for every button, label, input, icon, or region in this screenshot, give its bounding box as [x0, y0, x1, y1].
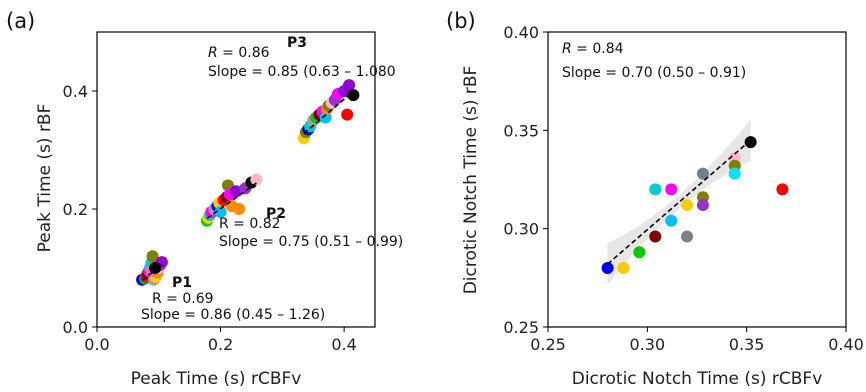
panel-b-frame: [547, 31, 847, 328]
panel-b-point: [633, 246, 646, 259]
panel-a-point: [319, 111, 332, 124]
panel-b-xtick-label: 0.30: [630, 335, 666, 354]
panel-a-xtick-label: 0.0: [84, 335, 109, 354]
panel-b-point: [681, 230, 694, 243]
panel-a-point: [214, 205, 227, 218]
panel-a-ytick-label: 0.0: [63, 318, 88, 337]
panel-a-point: [347, 89, 360, 102]
panel-b-ytick-label: 0.25: [503, 318, 539, 337]
panel-a-slope-annotation: Slope = 0.85 (0.63 – 1.080: [208, 64, 396, 80]
panel-b-point: [665, 214, 678, 227]
panel-a-r-annotation: R = 0.82: [219, 216, 281, 232]
panel-b-point: [601, 262, 614, 274]
panel-a-fit-line: [141, 263, 163, 282]
panel-a-label: (a): [6, 9, 35, 33]
panel-b-plot: 0.25 0.30 0.35 0.40 0.25 0.30 0.35 0.40: [503, 23, 863, 354]
panel-a-slope-annotation: Slope = 0.86 (0.45 – 1.26): [141, 307, 325, 323]
panel-a-fit-line: [303, 92, 353, 135]
panel-b-xtick-label: 0.25: [530, 335, 566, 354]
panel-b-ytick-label: 0.35: [503, 121, 539, 140]
panel-b-xlabel: Dicrotic Notch Time (s) rCBFv: [572, 369, 823, 389]
panel-b-point: [728, 167, 741, 180]
panel-a-slope-annotation: Slope = 0.75 (0.51 – 0.99): [219, 234, 403, 250]
panel-a-xlabel: Peak Time (s) rCBFv: [131, 369, 302, 389]
panel-a-point: [250, 173, 263, 186]
panel-b-point: [696, 167, 709, 180]
panel-b-r-annotation: R = 0.84: [562, 41, 624, 57]
panel-a-frame: [96, 31, 376, 328]
panel-b-slope-annotation: Slope = 0.70 (0.50 – 0.91): [562, 65, 746, 81]
panel-a-point: [233, 203, 246, 215]
panel-a-group-name: P2: [266, 206, 286, 222]
panel-a-xtick-label: 0.4: [331, 335, 356, 354]
panel-b-point: [665, 183, 678, 196]
panel-b-point: [744, 136, 757, 149]
panel-a-point: [149, 262, 162, 274]
panel-a-r-annotation: R = 0.69: [152, 291, 214, 307]
panel-a-point: [341, 108, 354, 121]
panel-a-ytick-label: 0.4: [63, 82, 88, 101]
panel-a-point: [146, 250, 159, 263]
panel-a-r-annotation: R = 0.86: [208, 45, 270, 61]
panel-a-xtick-label: 0.2: [208, 335, 233, 354]
panel-a-group-name: P1: [172, 275, 192, 291]
panel-b-ytick-label: 0.40: [503, 23, 539, 42]
panel-a-ytick-label: 0.2: [63, 200, 88, 219]
panel-b-point: [649, 183, 662, 196]
panel-b-point: [681, 199, 694, 212]
panel-a-fit-line: [206, 182, 257, 220]
panel-a-ylabel: Peak Time (s) rBF: [35, 104, 55, 253]
panel-b-xtick-label: 0.35: [729, 335, 765, 354]
panel-b-xtick-label: 0.40: [828, 335, 864, 354]
panel-b-point: [696, 199, 709, 212]
panel-a-group-name: P3: [287, 35, 307, 51]
panel-a-point: [230, 185, 242, 198]
panel-b-ylabel: Dicrotic Notch Time (s) rBF: [461, 66, 481, 295]
panel-b-label: (b): [446, 9, 476, 33]
panel-b-point: [617, 262, 630, 274]
panel-b-point: [649, 230, 662, 243]
panel-b-ci-band: [607, 119, 751, 285]
panel-b-point: [776, 183, 789, 196]
panel-b-ytick-label: 0.30: [503, 220, 539, 239]
panel-a-point: [343, 79, 356, 92]
